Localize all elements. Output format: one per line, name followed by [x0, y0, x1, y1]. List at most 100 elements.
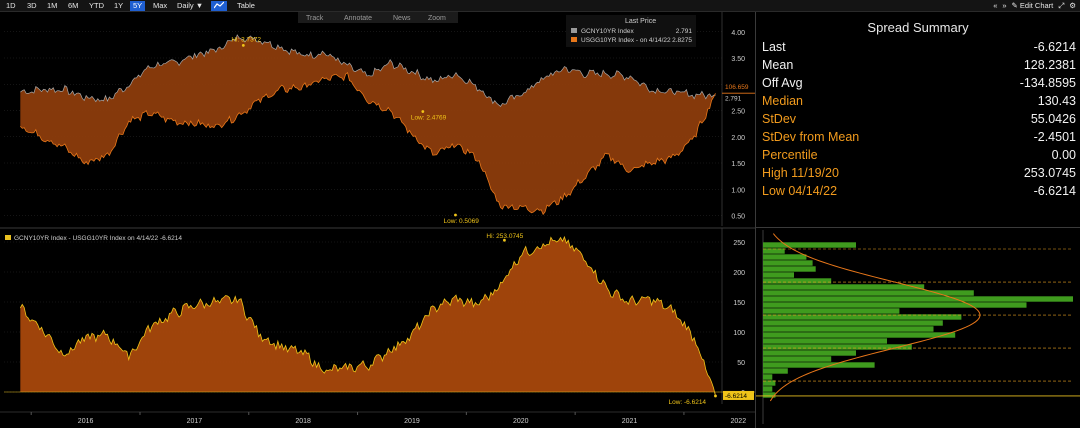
hist-bar [763, 296, 1073, 302]
hist-bar [763, 320, 943, 326]
lower-y-tick-label: 100 [733, 330, 745, 337]
hist-bar [763, 314, 962, 320]
summary-row: Low 04/14/22 -6.6214 [762, 182, 1076, 200]
period-6m[interactable]: 6M [68, 1, 79, 10]
hist-bar [763, 248, 785, 254]
caret-down-icon: ▼ [195, 1, 204, 10]
normal-fit-curve [769, 233, 981, 402]
chart-toolbar: 1D 3D 1M 6M YTD 1Y 5Y Max Daily ▼ Table … [0, 0, 1080, 12]
hist-bar [763, 302, 1027, 308]
upper-y-tick-label: 4.00 [731, 30, 745, 37]
summary-row: StDev 55.0426 [762, 110, 1076, 128]
annotation-low: Low: -6.6214 [668, 399, 706, 406]
summary-row: Last -6.6214 [762, 38, 1076, 56]
summary-value: 55.0426 [1030, 112, 1076, 126]
collapse-icon[interactable]: « [993, 1, 998, 10]
table-button[interactable]: Table [237, 1, 255, 10]
summary-label: Low 04/14/22 [762, 184, 838, 198]
summary-value: 0.00 [1051, 148, 1076, 162]
period-1y[interactable]: 1Y [114, 1, 124, 10]
annotation-point [421, 110, 425, 113]
summary-value: -6.6214 [1033, 40, 1076, 54]
annotation-label: Hi: 3.7372 [231, 36, 261, 43]
summary-label: Off Avg [762, 76, 803, 90]
expand-icon[interactable]: » [1002, 1, 1007, 10]
summary-row: Off Avg -134.8595 [762, 74, 1076, 92]
hist-bar [763, 386, 773, 392]
last-value-badge [723, 390, 754, 400]
period-ytd[interactable]: YTD [89, 1, 104, 10]
legend-label-spread: GCNY10YR Index - USGG10YR Index on 4/14/… [14, 235, 182, 242]
edit-chart-button[interactable]: ✎ Edit Chart [1011, 1, 1054, 10]
gcny10yr-line [20, 34, 716, 107]
last-value-badge-text: -6.6214 [725, 393, 747, 400]
resize-icon[interactable]: ⤢ [1058, 1, 1065, 10]
edit-chart-label: Edit Chart [1019, 1, 1054, 10]
settings-icon[interactable]: ⚙ [1069, 1, 1076, 10]
x-tick-label: 2017 [187, 418, 203, 425]
summary-label: Median [762, 94, 803, 108]
hist-bar [763, 284, 925, 290]
news-tool[interactable]: News [393, 15, 411, 22]
annotate-tool[interactable]: Annotate [344, 15, 372, 22]
hist-bar [763, 290, 974, 296]
usgg10yr-line [20, 72, 716, 216]
legend-swatch-spread [5, 235, 11, 240]
spread-summary-title: Spread Summary [867, 20, 969, 35]
hist-bar [763, 338, 887, 344]
summary-row: Percentile 0.00 [762, 146, 1076, 164]
upper-y-tick-label: 1.00 [731, 187, 745, 194]
last-value-106: 106.659 [725, 84, 749, 91]
lower-y-tick-label: 200 [733, 270, 745, 277]
summary-value: 130.43 [1037, 94, 1076, 108]
hist-bar [763, 362, 875, 368]
summary-row: Mean 128.2381 [762, 56, 1076, 74]
track-tool[interactable]: Track [306, 15, 324, 22]
summary-label: Mean [762, 58, 794, 72]
frequency-dropdown[interactable]: Daily ▼ [174, 1, 206, 11]
hist-bar [763, 374, 773, 380]
summary-label: High 11/19/20 [762, 166, 839, 180]
tool-strip [298, 12, 458, 23]
summary-value: -6.6214 [1033, 184, 1076, 198]
summary-label: Percentile [762, 148, 818, 162]
zoom-tool[interactable]: Zoom [428, 15, 446, 22]
lower-y-tick-label: 50 [737, 360, 745, 367]
upper-y-tick-label: 2.50 [731, 109, 745, 116]
histogram-svg [756, 230, 1080, 424]
legend-label-gcny: GCNY10YR Index [581, 28, 634, 35]
hist-bar [763, 380, 776, 386]
line-chart-icon [213, 1, 225, 9]
legend-swatch-gcny [571, 28, 577, 33]
summary-label: StDev [762, 112, 797, 126]
price-charts: 0.501.001.502.002.503.003.504.00106.6592… [0, 12, 755, 428]
period-1m[interactable]: 1M [47, 1, 58, 10]
summary-label: StDev from Mean [762, 130, 860, 144]
summary-row: High 11/19/20 253.0745 [762, 164, 1076, 182]
hist-bar [763, 278, 832, 284]
chart-overlays: Track Annotate News Zoom Last Price GCNY… [5, 12, 696, 242]
x-tick-label: 2020 [513, 418, 529, 425]
hist-bar [763, 326, 934, 332]
period-3d[interactable]: 3D [27, 1, 37, 10]
chart-type-button[interactable] [211, 1, 227, 11]
charts-svg: 0.501.001.502.002.503.003.504.00106.6592… [0, 12, 755, 425]
spread-fill-area [20, 34, 716, 215]
legend-top-box [566, 15, 696, 47]
distribution-histogram [755, 228, 1080, 428]
period-5y[interactable]: 5Y [130, 1, 146, 11]
hist-bar [763, 260, 813, 266]
summary-value: 253.0745 [1023, 166, 1076, 180]
hist-bar [763, 242, 856, 248]
annotation-point [241, 44, 245, 47]
summary-value: 128.2381 [1023, 58, 1076, 72]
annotation-label: Low: 0.5069 [443, 218, 479, 225]
annotation-point [503, 238, 506, 242]
hist-bar [763, 266, 816, 272]
legend-swatch-usgg [571, 37, 577, 42]
upper-y-tick-label: 1.50 [731, 161, 745, 168]
period-max[interactable]: Max [153, 1, 168, 10]
toolbar-right: « » ✎ Edit Chart ⤢ ⚙ [993, 1, 1076, 11]
period-1d[interactable]: 1D [6, 1, 16, 10]
